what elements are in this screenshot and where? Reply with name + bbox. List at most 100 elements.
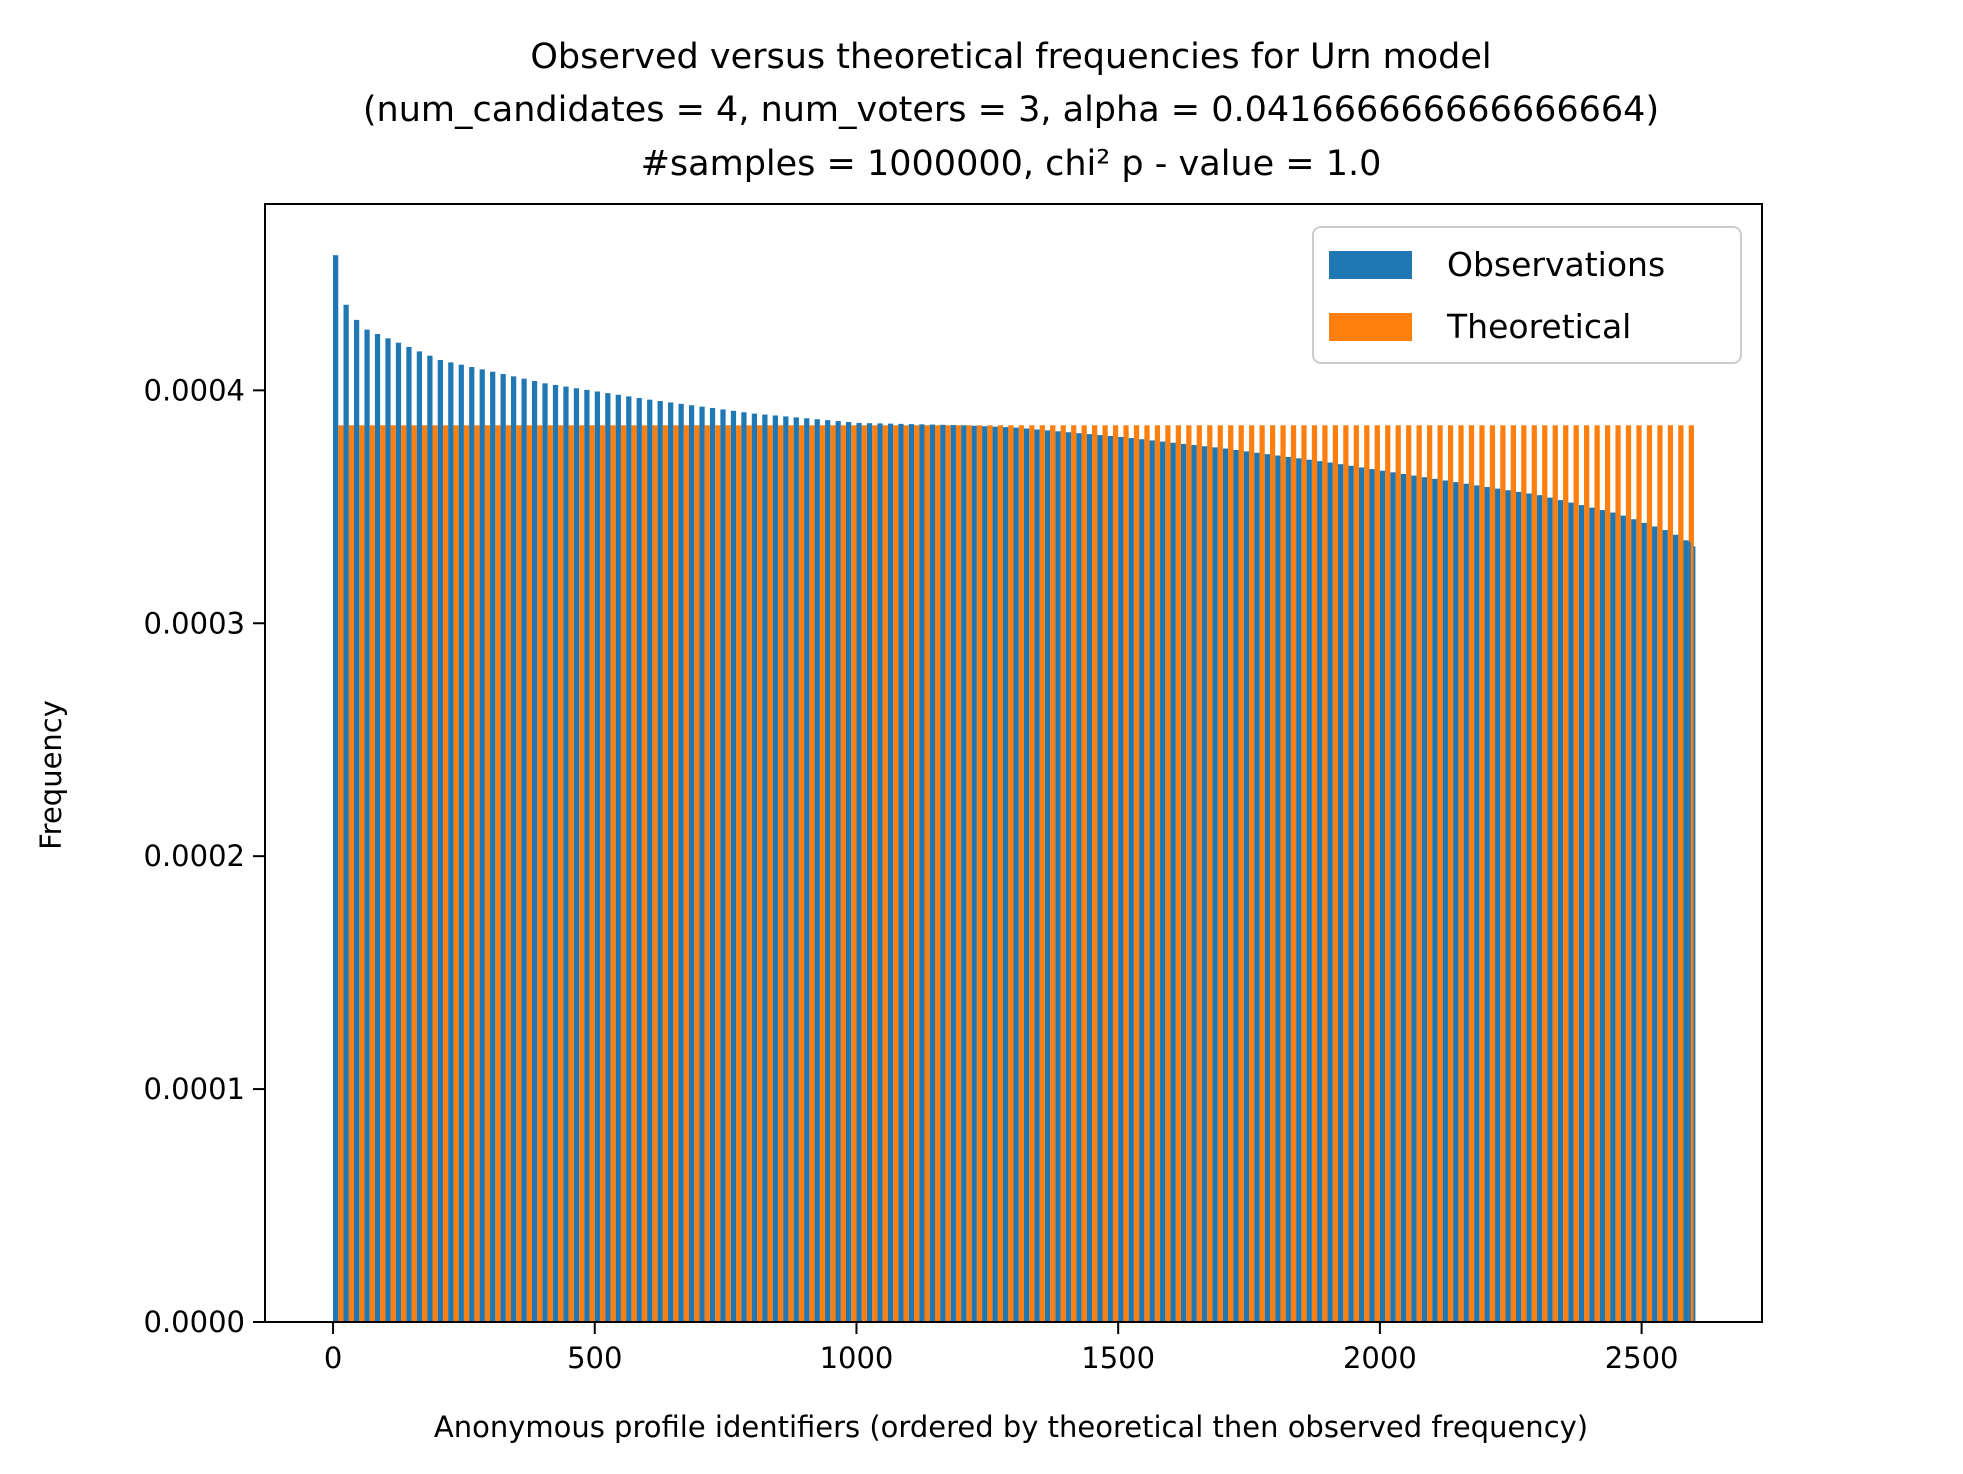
- observed-bar: [1348, 465, 1354, 1322]
- theoretical-bar: [1688, 425, 1694, 1322]
- observed-bar: [982, 426, 988, 1322]
- theoretical-bar: [1552, 425, 1558, 1322]
- observed-bar: [1191, 445, 1197, 1323]
- observed-bar: [1285, 456, 1291, 1322]
- theoretical-bar: [1353, 425, 1359, 1322]
- observed-bar: [1306, 459, 1312, 1322]
- theoretical-bar: [537, 425, 543, 1322]
- chart-title: Observed versus theoretical frequencies …: [363, 37, 1659, 184]
- theoretical-bar: [851, 425, 857, 1322]
- observed-bar: [334, 269, 337, 1322]
- observed-bar: [1547, 497, 1553, 1323]
- observed-bar: [825, 420, 831, 1322]
- theoretical-bar: [369, 425, 375, 1322]
- theoretical-bar: [924, 425, 930, 1322]
- theoretical-bar: [840, 425, 847, 1322]
- theoretical-bar: [1364, 425, 1370, 1322]
- theoretical-bar: [736, 425, 742, 1322]
- observed-bar: [594, 391, 600, 1322]
- theoretical-bar: [987, 425, 993, 1322]
- observed-bar: [835, 421, 841, 1322]
- observed-bar: [898, 423, 904, 1323]
- observed-bar: [626, 396, 632, 1322]
- observed-bar: [1013, 427, 1019, 1323]
- theoretical-bar: [620, 425, 627, 1322]
- theoretical-bar: [453, 425, 459, 1322]
- theoretical-bar: [934, 425, 941, 1322]
- observed-bar: [1180, 443, 1187, 1322]
- theoretical-bar: [704, 425, 710, 1322]
- observed-bar: [395, 342, 402, 1322]
- theoretical-bar: [725, 425, 731, 1322]
- theoretical-bar: [694, 425, 700, 1322]
- observed-bar: [1453, 482, 1459, 1322]
- observed-bar: [584, 389, 590, 1322]
- observed-bar: [605, 393, 611, 1323]
- observed-bar: [1034, 429, 1040, 1322]
- theoretical-bar: [1154, 425, 1161, 1322]
- x-axis-label: Anonymous profile identifiers (ordered b…: [434, 1410, 1588, 1444]
- theoretical-bar: [1238, 425, 1244, 1322]
- observed-bar: [448, 362, 454, 1323]
- theoretical-bar: [1102, 425, 1108, 1322]
- theoretical-bar: [610, 425, 616, 1322]
- x-tick-label: 500: [567, 1341, 622, 1375]
- theoretical-bar: [1332, 425, 1339, 1322]
- observed-bar: [908, 424, 915, 1322]
- theoretical-bar: [1186, 425, 1192, 1322]
- observed-bar: [1254, 452, 1260, 1322]
- observed-bar: [657, 401, 663, 1322]
- observed-bar: [1400, 473, 1407, 1322]
- observed-bar: [1568, 502, 1574, 1323]
- observed-bar: [542, 383, 548, 1322]
- observed-bar: [1275, 455, 1281, 1322]
- theoretical-bar: [1081, 425, 1087, 1322]
- theoretical-bar: [484, 425, 491, 1322]
- theoretical-bar: [641, 425, 648, 1322]
- observed-bar: [1620, 515, 1626, 1322]
- theoretical-bar: [1196, 425, 1202, 1322]
- observed-bar: [720, 409, 726, 1322]
- theoretical-bar: [1385, 425, 1391, 1322]
- observed-bar: [688, 405, 695, 1322]
- observed-bar: [919, 424, 925, 1322]
- theoretical-bar: [882, 425, 888, 1322]
- observed-bar: [1128, 438, 1134, 1322]
- observed-bar: [364, 329, 370, 1322]
- theoretical-bar: [1280, 425, 1286, 1322]
- observed-bar: [1086, 434, 1093, 1322]
- observed-bar: [1484, 486, 1490, 1322]
- observed-bar: [1683, 540, 1689, 1322]
- observed-bar: [1505, 490, 1511, 1322]
- observed-bar: [1557, 500, 1564, 1322]
- observed-bar: [678, 403, 684, 1322]
- observed-bar: [1076, 433, 1082, 1322]
- observed-bar: [416, 351, 423, 1322]
- observed-bar: [500, 374, 506, 1322]
- observed-bar: [1044, 430, 1051, 1322]
- theoretical-bar: [380, 425, 386, 1322]
- x-tick-label: 1000: [820, 1341, 894, 1375]
- theoretical-bar: [872, 425, 878, 1322]
- theoretical-bar: [1249, 425, 1255, 1322]
- observed-bar: [1688, 541, 1691, 1322]
- observed-bar: [1474, 485, 1480, 1322]
- theoretical-bar: [338, 425, 344, 1322]
- observed-bar: [793, 417, 799, 1322]
- legend-box: [1312, 226, 1742, 364]
- theoretical-bar: [1144, 425, 1150, 1322]
- observed-bar: [1201, 446, 1208, 1322]
- observed-bar: [1578, 505, 1585, 1322]
- theoretical-bar: [558, 425, 564, 1322]
- theoretical-bar: [777, 425, 784, 1322]
- observed-bar: [814, 419, 820, 1323]
- observed-bar: [1693, 546, 1696, 1322]
- theoretical-bar: [746, 425, 752, 1322]
- theoretical-bar: [516, 425, 522, 1322]
- observed-bar: [1327, 462, 1333, 1323]
- theoretical-bar: [1374, 425, 1380, 1322]
- theoretical-bar: [767, 425, 773, 1322]
- theoretical-bar: [463, 425, 470, 1322]
- observed-bar: [353, 319, 360, 1322]
- observed-bar: [1536, 495, 1543, 1322]
